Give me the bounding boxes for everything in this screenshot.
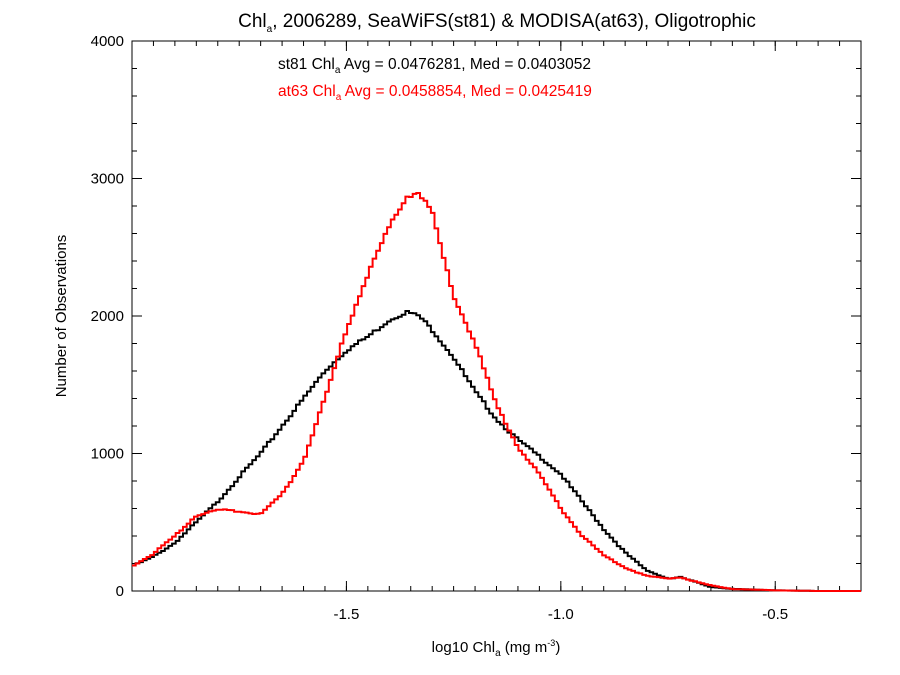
series-line-at63 (132, 192, 861, 592)
x-tick-label: -1.0 (548, 606, 574, 623)
y-tick-label: 4000 (91, 33, 124, 50)
minor-ticks (131, 40, 862, 592)
y-tick-label: 0 (116, 583, 124, 600)
y-axis-label: Number of Observations (53, 235, 70, 398)
plot-frame (131, 40, 862, 592)
tick-labels: -1.5 -1.0 -0.5 0 1000 2000 3000 4000 (91, 33, 789, 623)
major-ticks (132, 40, 861, 592)
y-tick-label: 2000 (91, 308, 124, 325)
x-tick-label: -0.5 (762, 606, 788, 623)
annotation-at63: at63 Chla Avg = 0.0458854, Med = 0.04254… (278, 83, 592, 103)
y-tick-label: 1000 (91, 446, 124, 463)
y-tick-label: 3000 (91, 171, 124, 188)
x-axis-label: log10 Chla (mg m-3) (432, 638, 561, 659)
series-layer (132, 192, 861, 592)
series-line-st81 (132, 310, 861, 592)
annotation-st81: st81 Chla Avg = 0.0476281, Med = 0.04030… (278, 56, 591, 76)
chart-title: Chla, 2006289, SeaWiFS(st81) & MODISA(at… (238, 11, 756, 35)
x-tick-label: -1.5 (333, 606, 359, 623)
